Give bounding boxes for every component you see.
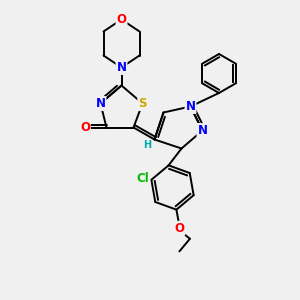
Text: O: O — [80, 121, 90, 134]
Text: N: N — [185, 100, 196, 113]
Text: Cl: Cl — [136, 172, 149, 185]
Text: O: O — [174, 222, 184, 235]
Text: O: O — [116, 13, 127, 26]
Text: N: N — [197, 124, 208, 137]
Text: S: S — [138, 97, 147, 110]
Text: N: N — [116, 61, 127, 74]
Text: N: N — [95, 97, 106, 110]
Text: H: H — [143, 140, 151, 151]
